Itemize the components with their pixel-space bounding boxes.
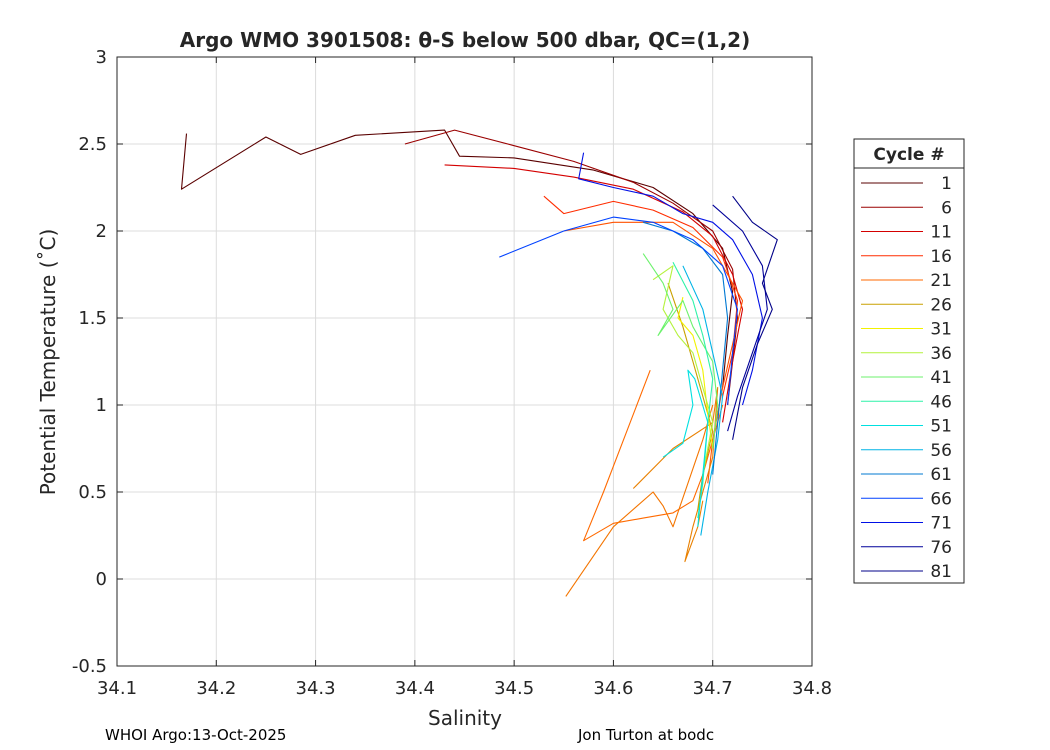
legend-entry-label: 36 <box>930 344 952 364</box>
footer-date: WHOI Argo:13-Oct-2025 <box>105 726 287 744</box>
series-cycle-22 <box>565 404 714 597</box>
legend-entry-label: 21 <box>930 271 952 291</box>
y-tick-label: 2 <box>96 221 107 242</box>
legend-entry-label: 51 <box>930 417 952 437</box>
y-tick-label: -0.5 <box>72 656 107 677</box>
series-cycle-21 <box>583 370 724 542</box>
legend-entry-label: 6 <box>941 198 952 218</box>
y-tick-label: 0 <box>96 569 107 590</box>
series-cycle-11 <box>444 164 744 423</box>
legend-entry-label: 31 <box>930 320 952 340</box>
y-axis-label: Potential Temperature (˚C) <box>36 229 60 496</box>
y-tick-label: 0.5 <box>78 482 107 503</box>
legend-entry-label: 46 <box>930 392 952 412</box>
x-tick-label: 34.3 <box>296 678 336 699</box>
legend-entry-label: 81 <box>930 562 952 582</box>
y-tick-label: 3 <box>96 47 107 68</box>
series-cycle-36 <box>652 265 714 475</box>
y-tick-label: 1 <box>96 395 107 416</box>
series-cycle-66 <box>499 216 739 406</box>
y-tick-label: 2.5 <box>78 134 107 155</box>
legend-entry-label: 26 <box>930 295 952 315</box>
series-layer <box>180 129 778 597</box>
series-cycle-46 <box>672 262 714 519</box>
y-tick-labels: -0.5 0 0.5 1 1.5 2 2.5 3 <box>72 47 107 677</box>
legend-entry-label: 16 <box>930 247 952 267</box>
chart-title: Argo WMO 3901508: θ-S below 500 dbar, QC… <box>180 28 750 52</box>
series-cycle-6 <box>404 129 739 406</box>
series-cycle-76 <box>712 204 768 432</box>
x-tick-label: 34.2 <box>196 678 236 699</box>
y-tick-label: 1.5 <box>78 308 107 329</box>
x-tick-labels: 34.1 34.2 34.3 34.4 34.5 34.6 34.7 34.8 <box>97 678 832 699</box>
legend-entry-label: 61 <box>930 465 952 485</box>
legend-entry-label: 76 <box>930 538 952 558</box>
x-tick-label: 34.6 <box>593 678 633 699</box>
legend-entry-label: 11 <box>930 223 952 243</box>
x-tick-label: 34.5 <box>494 678 534 699</box>
legend-entry-label: 66 <box>930 489 952 509</box>
legend-entry-label: 1 <box>941 174 952 194</box>
series-cycle-51 <box>662 369 709 527</box>
x-tick-label: 34.7 <box>693 678 733 699</box>
series-cycle-61 <box>643 221 729 475</box>
plot-frame <box>116 56 813 667</box>
legend-title: Cycle # <box>873 145 944 165</box>
x-tick-label: 34.1 <box>97 678 137 699</box>
footer-author: Jon Turton at bodc <box>578 726 715 744</box>
series-cycle-71 <box>578 152 763 406</box>
series-cycle-41 <box>642 253 719 449</box>
x-tick-label: 34.4 <box>395 678 435 699</box>
x-axis-label: Salinity <box>428 706 502 730</box>
legend-entry-label: 71 <box>930 514 952 534</box>
legend-entry-label: 56 <box>930 441 952 461</box>
series-cycle-81 <box>732 195 778 440</box>
legend-entry-label: 41 <box>930 368 952 388</box>
series-cycle-23 <box>632 387 719 563</box>
legend-box <box>853 138 965 584</box>
series-cycle-56 <box>682 265 724 536</box>
x-tick-label: 34.8 <box>792 678 832 699</box>
